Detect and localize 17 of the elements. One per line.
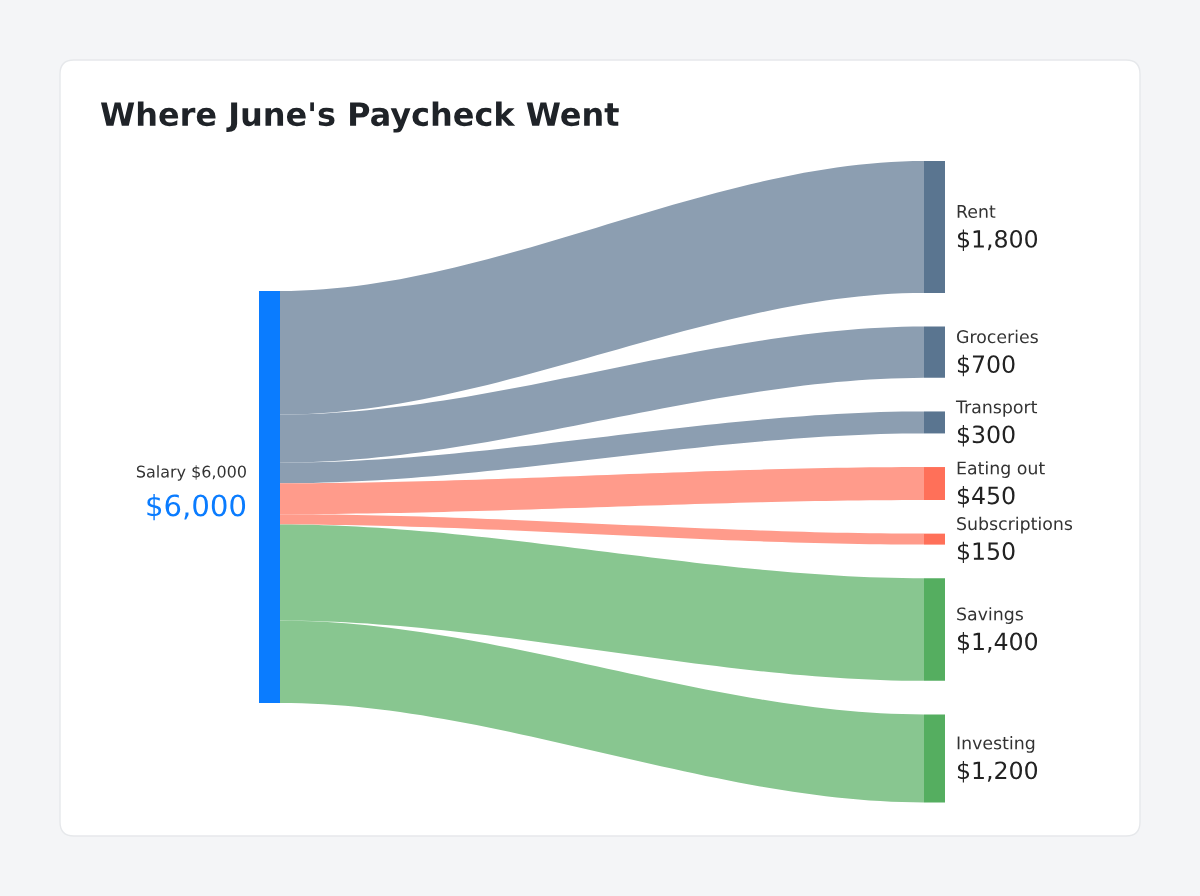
data-label: $1,800 bbox=[957, 229, 1038, 251]
category-label: Savings bbox=[957, 607, 1023, 624]
text: Where June's Paycheck Went bbox=[100, 101, 619, 133]
category-label: Eating out bbox=[957, 461, 1045, 478]
data-label: $6,000 bbox=[147, 493, 246, 521]
data-label: $1,200 bbox=[957, 760, 1038, 783]
data-label: $300 bbox=[957, 425, 1015, 447]
category-label: Transport bbox=[955, 400, 1038, 417]
category-label: Subscriptions bbox=[957, 516, 1073, 534]
data-label: $1,400 bbox=[957, 632, 1038, 654]
category-label: Rent bbox=[957, 205, 996, 219]
data-label: $450 bbox=[957, 486, 1015, 508]
data-label: $150 bbox=[957, 541, 1015, 564]
category-label: Salary $6,000 bbox=[136, 465, 246, 481]
category-label: Investing bbox=[957, 736, 1035, 753]
category-label: Groceries bbox=[956, 329, 1038, 344]
data-label: $700 bbox=[957, 354, 1015, 377]
